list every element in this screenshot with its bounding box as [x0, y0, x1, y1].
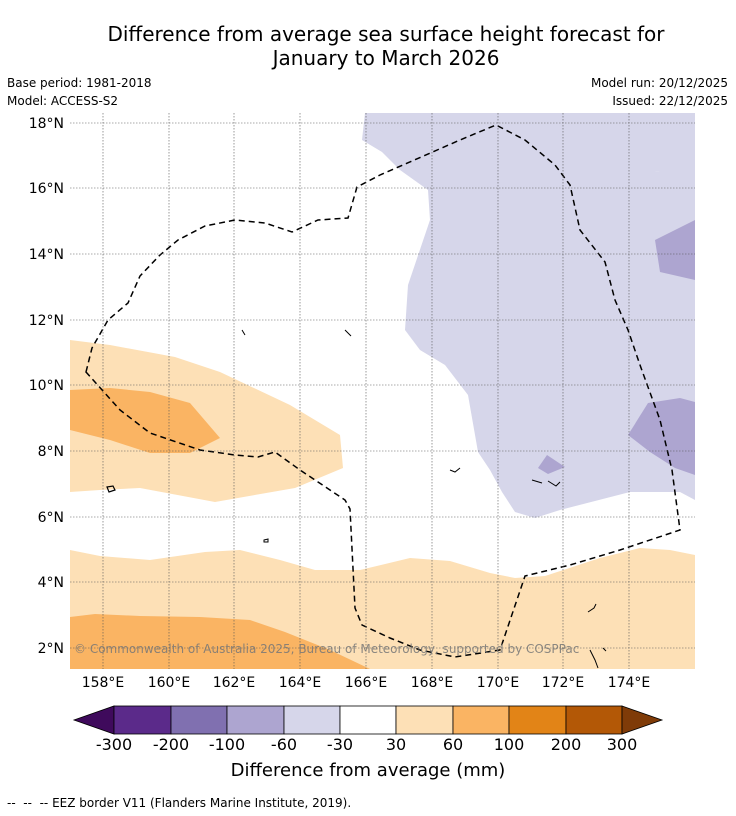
lat-label-18n: 18°N — [29, 116, 64, 132]
lon-label-172e: 172°E — [542, 675, 585, 691]
colorbar-swatch — [452, 705, 510, 735]
legend-footnote: -- -- -- EEZ border V11 (Flanders Marine… — [7, 796, 351, 810]
colorbar-tick: 100 — [493, 735, 525, 754]
colorbar-tick: -60 — [270, 735, 298, 754]
model-run: Model run: 20/12/2025 — [590, 76, 728, 90]
island-outline — [241, 329, 352, 337]
colorbar-min-extend — [72, 705, 115, 735]
lat-label-2n: 2°N — [38, 641, 64, 657]
title-line-1: Difference from average sea surface heig… — [107, 22, 665, 46]
colorbar-tick: 30 — [385, 735, 407, 754]
lat-label-16n: 16°N — [29, 181, 64, 197]
lat-label-10n: 10°N — [29, 378, 64, 394]
island-outline — [531, 479, 561, 487]
meta-left: Base period: 1981-2018 Model: ACCESS-S2 — [7, 74, 152, 110]
strong-negative-patch-1 — [655, 220, 695, 280]
colorbar-swatch — [339, 705, 397, 735]
lon-label-170e: 170°E — [477, 675, 520, 691]
colorbar-swatch — [565, 705, 623, 735]
model-name: Model: ACCESS-S2 — [7, 94, 119, 108]
colorbar-max-extend — [621, 705, 664, 735]
positive-anomaly-south-strong — [70, 614, 370, 669]
colorbar-swatch — [226, 705, 285, 735]
lat-label-12n: 12°N — [29, 313, 64, 329]
lon-label-166e: 166°E — [345, 675, 388, 691]
strong-negative-patch-2 — [628, 398, 695, 475]
chart-title: Difference from average sea surface heig… — [0, 22, 736, 70]
lon-label-168e: 168°E — [411, 675, 454, 691]
meta-right: Model run: 20/12/2025 Issued: 22/12/2025 — [591, 74, 728, 110]
island-outline — [589, 649, 599, 669]
colorbar-swatch — [395, 705, 454, 735]
strong-negative-patch-3 — [538, 455, 565, 474]
colorbar-tick: 300 — [606, 735, 638, 754]
copyright-notice: © Commonwealth of Australia 2025, Bureau… — [74, 642, 579, 656]
colorbar-swatch — [283, 705, 341, 735]
colorbar-label: Difference from average (mm) — [230, 760, 506, 781]
lon-label-174e: 174°E — [608, 675, 651, 691]
lat-label-6n: 6°N — [38, 510, 64, 526]
colorbar-tick: -100 — [208, 735, 246, 754]
anomaly-fills — [70, 113, 695, 669]
colorbar-tick: -200 — [152, 735, 190, 754]
lon-label-164e: 164°E — [279, 675, 322, 691]
colorbar-swatch — [508, 705, 567, 735]
lat-label-4n: 4°N — [38, 575, 64, 591]
colorbar — [72, 705, 664, 735]
island-outline — [263, 538, 269, 543]
eez-border — [85, 124, 681, 658]
dashed-line-legend-icon: -- -- -- — [7, 796, 49, 810]
island-outline — [449, 467, 461, 473]
positive-anomaly-west-strong — [70, 388, 220, 453]
positive-anomaly-west — [70, 340, 343, 502]
lon-label-160e: 160°E — [148, 675, 191, 691]
colorbar-swatch — [170, 705, 228, 735]
lat-label-14n: 14°N — [29, 247, 64, 263]
island-outline — [602, 647, 607, 652]
title-line-2: January to March 2026 — [272, 46, 500, 70]
colorbar-tick: 60 — [442, 735, 464, 754]
graticule — [70, 113, 695, 669]
colorbar-tick: -300 — [95, 735, 133, 754]
issued-date: Issued: 22/12/2025 — [612, 94, 728, 108]
lon-label-162e: 162°E — [213, 675, 256, 691]
colorbar-tick: -30 — [326, 735, 354, 754]
lon-label-158e: 158°E — [82, 675, 125, 691]
lat-label-8n: 8°N — [38, 444, 64, 460]
colorbar-tick: 200 — [550, 735, 582, 754]
island-outline — [106, 485, 116, 493]
colorbar-swatch — [113, 705, 172, 735]
island-outline — [587, 603, 597, 613]
eez-source-note: EEZ border V11 (Flanders Marine Institut… — [52, 796, 352, 810]
negative-anomaly-region — [362, 113, 695, 518]
base-period: Base period: 1981-2018 — [7, 76, 152, 90]
